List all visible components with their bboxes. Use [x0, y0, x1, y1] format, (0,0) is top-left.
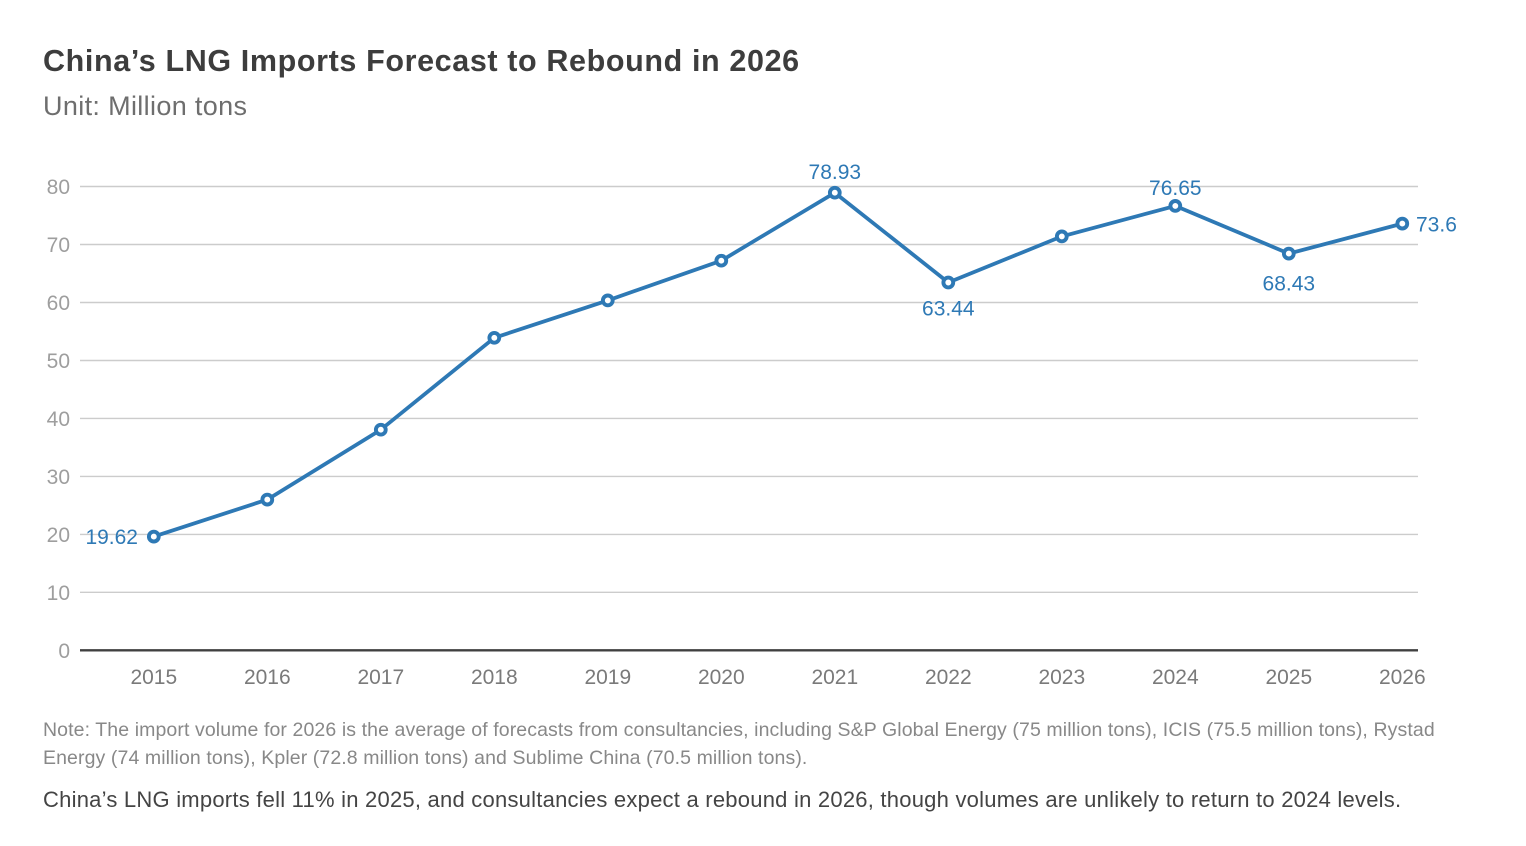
- svg-text:2017: 2017: [357, 666, 404, 689]
- svg-text:2025: 2025: [1265, 666, 1312, 689]
- svg-text:40: 40: [47, 408, 70, 431]
- svg-text:2015: 2015: [130, 666, 177, 689]
- svg-text:76.65: 76.65: [1149, 177, 1202, 200]
- svg-text:10: 10: [47, 582, 70, 605]
- svg-text:2016: 2016: [244, 666, 291, 689]
- svg-text:2020: 2020: [698, 666, 745, 689]
- svg-text:60: 60: [47, 292, 70, 315]
- svg-text:2018: 2018: [471, 666, 518, 689]
- svg-text:20: 20: [47, 524, 70, 547]
- svg-text:68.43: 68.43: [1263, 273, 1316, 296]
- svg-text:80: 80: [47, 176, 70, 199]
- svg-text:2019: 2019: [584, 666, 631, 689]
- svg-text:63.44: 63.44: [922, 298, 975, 321]
- svg-text:2024: 2024: [1152, 666, 1199, 689]
- svg-text:2026: 2026: [1379, 666, 1426, 689]
- svg-text:78.93: 78.93: [809, 161, 862, 184]
- svg-text:70: 70: [47, 234, 70, 257]
- svg-text:50: 50: [47, 350, 70, 373]
- svg-text:2023: 2023: [1038, 666, 1085, 689]
- svg-text:0: 0: [58, 640, 70, 663]
- svg-text:2022: 2022: [925, 666, 972, 689]
- svg-text:19.62: 19.62: [85, 526, 138, 549]
- svg-text:73.6: 73.6: [1416, 213, 1457, 236]
- svg-text:30: 30: [47, 466, 70, 489]
- svg-text:2021: 2021: [811, 666, 858, 689]
